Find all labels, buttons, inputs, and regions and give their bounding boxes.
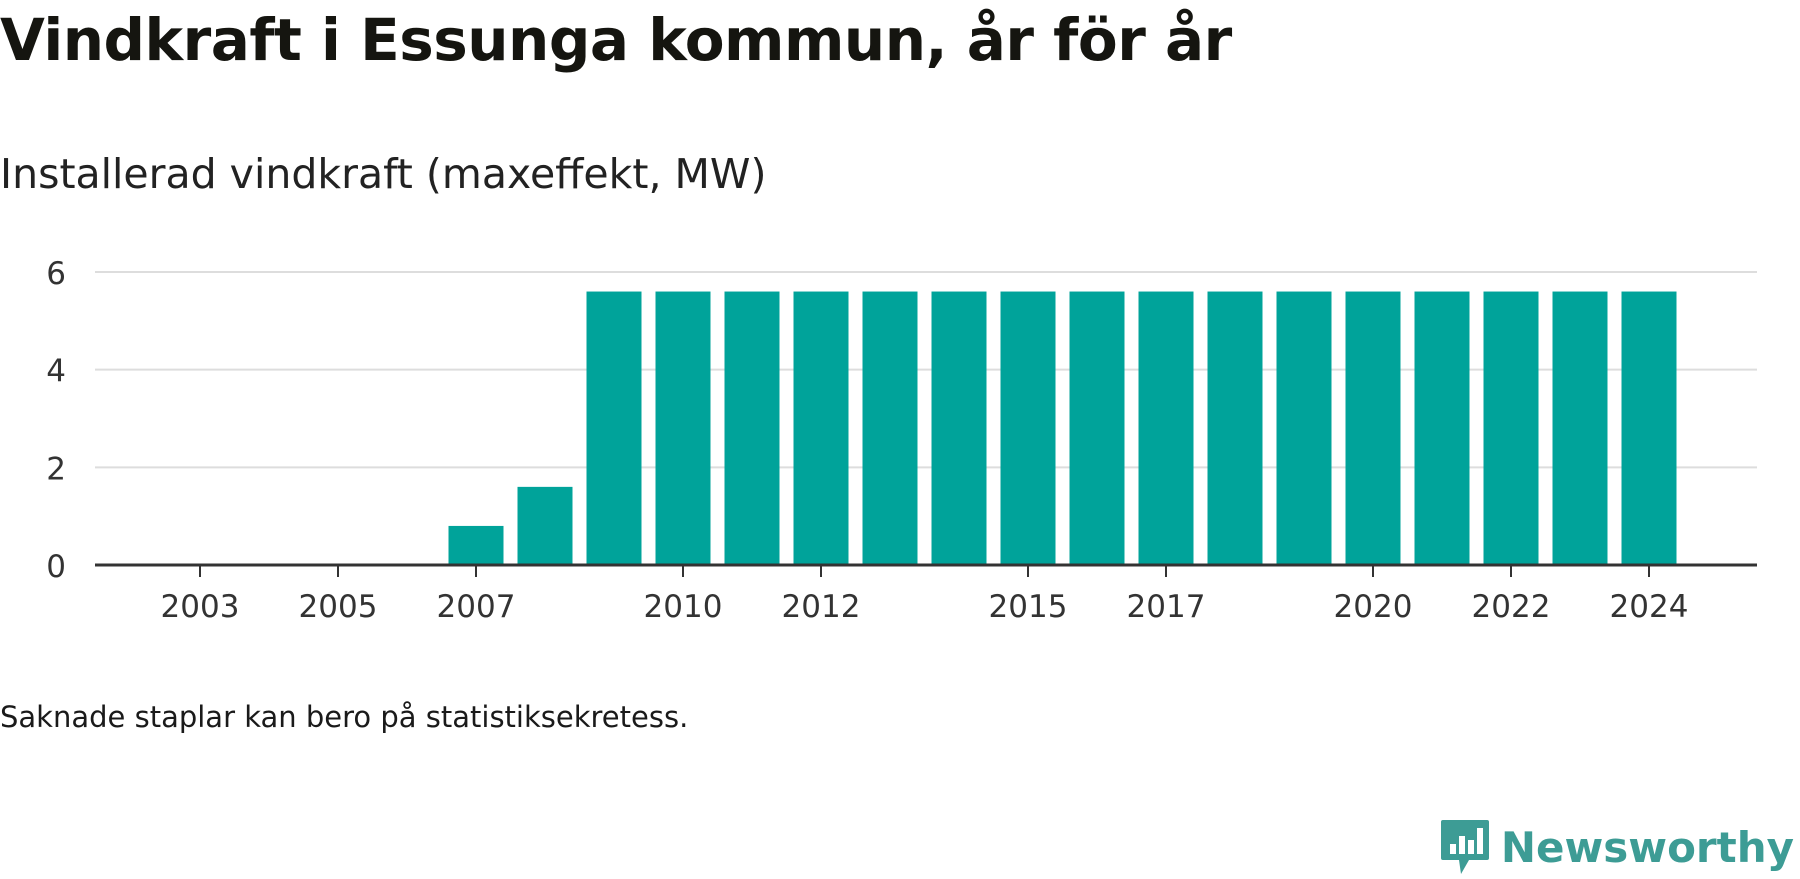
x-tick-label: 2010: [644, 589, 723, 625]
bar-2018: [1207, 291, 1263, 565]
newsworthy-logo-icon: [1440, 820, 1489, 874]
bar-2008: [517, 486, 573, 565]
x-axis-ticks: 2003 2005 2007 2010 2012 2015 2017 2020 2022 2024: [161, 565, 1689, 625]
x-tick-label: 2007: [437, 589, 516, 625]
bar-chart: 2003 2005 2007 2010 2012 2015 2017 2020 2022 2024…: [46, 256, 1757, 625]
gridlines: [95, 271, 1757, 469]
x-tick-label: 2020: [1334, 589, 1413, 625]
bar-2007: [448, 525, 504, 565]
chart-title: Vindkraft i Essunga kommun, år för år: [0, 6, 1232, 74]
x-tick-label: 2005: [299, 589, 378, 625]
bars: [448, 291, 1677, 565]
bar-2012: [793, 291, 849, 565]
y-tick-label: 2: [46, 451, 66, 487]
brand-name: Newsworthy: [1500, 822, 1794, 872]
y-tick-label: 0: [46, 549, 66, 585]
x-tick-label: 2017: [1127, 589, 1206, 625]
y-tick-label: 6: [46, 256, 66, 292]
bar-2014: [931, 291, 987, 565]
bar-2021: [1414, 291, 1470, 565]
brand-logo: Newsworthy: [1439, 818, 1794, 876]
x-tick-label: 2024: [1610, 589, 1689, 625]
bar-2017: [1138, 291, 1194, 565]
bar-2010: [655, 291, 711, 565]
x-tick-label: 2015: [989, 589, 1068, 625]
y-tick-label: 4: [46, 354, 66, 390]
chart-subtitle: Installerad vindkraft (maxeffekt, MW): [0, 150, 767, 198]
bar-2011: [724, 291, 780, 565]
bar-2023: [1552, 291, 1608, 565]
footnote: Saknade staplar kan bero på statistiksek…: [0, 700, 689, 734]
x-tick-label: 2022: [1472, 589, 1551, 625]
bar-2022: [1483, 291, 1539, 565]
bar-2019: [1276, 291, 1332, 565]
y-axis-ticks: 0 2 4 6: [46, 256, 66, 585]
bar-2015: [1000, 291, 1056, 565]
bar-2024: [1621, 291, 1677, 565]
x-tick-label: 2003: [161, 589, 240, 625]
bar-2020: [1345, 291, 1401, 565]
bar-2013: [862, 291, 918, 565]
bar-2009: [586, 291, 642, 565]
bar-2016: [1069, 291, 1125, 565]
x-tick-label: 2012: [782, 589, 861, 625]
